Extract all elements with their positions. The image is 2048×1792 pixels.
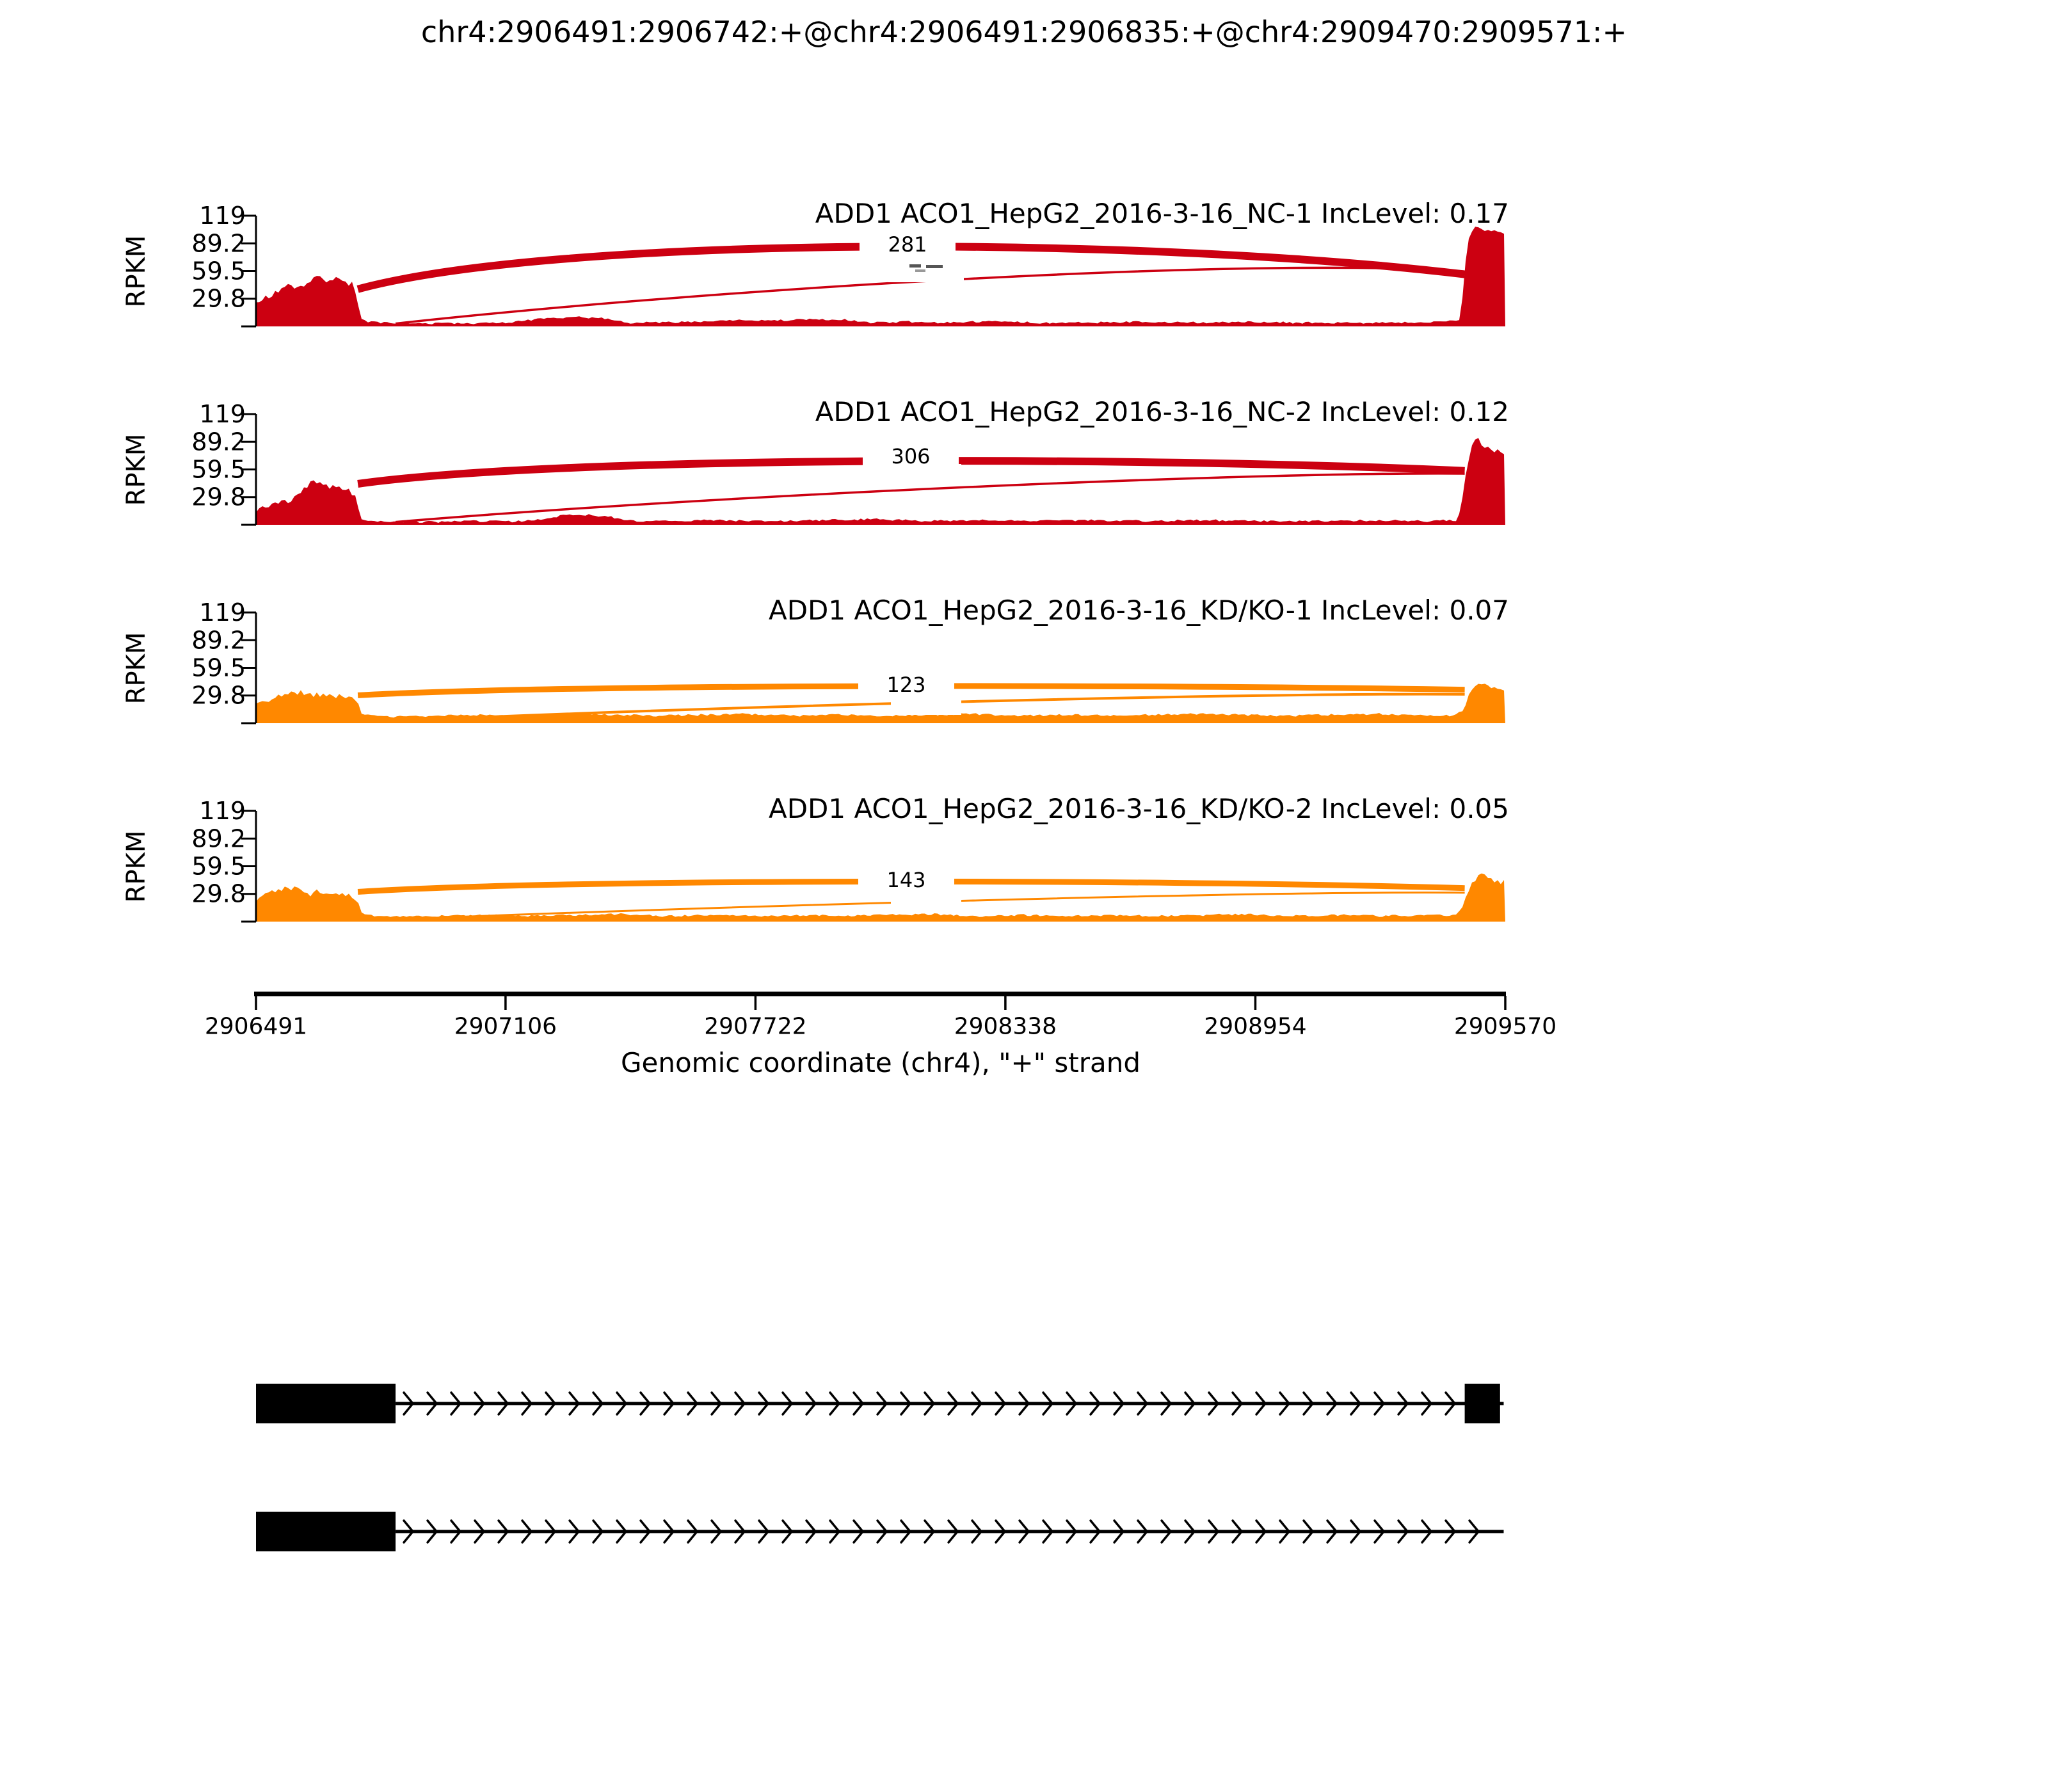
intron-strand-arrows bbox=[403, 1391, 1456, 1416]
x-axis: 2906491 2907106 2907722 2908338 2908954 … bbox=[205, 991, 1556, 1078]
y-tick-label: 29.8 bbox=[191, 682, 246, 710]
x-tick-label: 2907106 bbox=[454, 1014, 557, 1040]
junction-count-label: 123 bbox=[886, 673, 925, 697]
junction-label-bg bbox=[858, 865, 954, 895]
exon-box bbox=[256, 1512, 396, 1551]
junction-arc-skipping bbox=[357, 457, 1465, 488]
y-axis-title: RPKM bbox=[122, 434, 151, 506]
coverage-area bbox=[256, 684, 1505, 723]
figure-title: chr4:2906491:2906742:+@chr4:2906491:2906… bbox=[421, 15, 1627, 49]
y-tick-label: 29.8 bbox=[191, 285, 246, 313]
y-tick-label: 29.8 bbox=[191, 483, 246, 511]
x-axis-tick-marks bbox=[255, 996, 1507, 1010]
y-tick-label: 89.2 bbox=[191, 626, 246, 654]
sashimi-track-kdko-1: 123 119 89.2 59.5 29.8 RPKM ADD1 ACO1_He… bbox=[122, 595, 1509, 724]
sashimi-track-nc-1: 281 119 89.2 59.5 29.8 RPKM ADD1 ACO1_He… bbox=[122, 198, 1509, 328]
y-tick-label: 119 bbox=[199, 598, 246, 627]
exon-boxes bbox=[256, 1512, 396, 1551]
sashimi-track-nc-2: 306 119 89.2 59.5 29.8 RPKM ADD1 ACO1_He… bbox=[122, 396, 1509, 526]
x-tick-label: 2909570 bbox=[1454, 1014, 1556, 1040]
obscured-label-fragment bbox=[909, 264, 921, 268]
y-tick-label: 119 bbox=[199, 400, 246, 428]
y-axis-spine bbox=[241, 810, 257, 923]
x-axis-title: Genomic coordinate (chr4), "+" strand bbox=[621, 1047, 1140, 1078]
x-tick-label: 2907722 bbox=[704, 1014, 806, 1040]
junction-label-bg-2 bbox=[891, 693, 961, 715]
isoform-track-1 bbox=[256, 1384, 1504, 1423]
obscured-label-fragment bbox=[926, 265, 943, 268]
obscured-label-fragment bbox=[915, 269, 925, 272]
y-tick-label: 89.2 bbox=[191, 428, 246, 456]
y-tick-label: 59.5 bbox=[191, 654, 246, 682]
y-tick-label: 59.5 bbox=[191, 257, 246, 285]
junction-label-bg-2 bbox=[891, 890, 961, 912]
y-tick-label: 29.8 bbox=[191, 880, 246, 908]
x-tick-label: 2908954 bbox=[1204, 1014, 1306, 1040]
y-axis-title: RPKM bbox=[122, 831, 151, 903]
y-tick-label: 119 bbox=[199, 797, 246, 825]
junction-arc-inclusion bbox=[395, 266, 1465, 325]
intron-strand-arrows bbox=[403, 1519, 1480, 1544]
exon-box bbox=[1464, 1384, 1500, 1423]
isoform-track-2 bbox=[256, 1512, 1504, 1551]
y-tick-label: 119 bbox=[199, 202, 246, 230]
y-tick-label: 89.2 bbox=[191, 229, 246, 257]
track-title: ADD1 ACO1_HepG2_2016-3-16_KD/KO-2 IncLev… bbox=[769, 793, 1509, 824]
coverage-area bbox=[256, 873, 1505, 922]
junction-label-bg-2 bbox=[888, 257, 964, 282]
junction-count-label: 306 bbox=[891, 444, 930, 468]
junction-count-label: 281 bbox=[888, 232, 927, 257]
track-title: ADD1 ACO1_HepG2_2016-3-16_KD/KO-1 IncLev… bbox=[769, 595, 1509, 626]
y-tick-label: 59.5 bbox=[191, 456, 246, 484]
junction-arc-inclusion bbox=[396, 692, 1465, 723]
track-title: ADD1 ACO1_HepG2_2016-3-16_NC-2 IncLevel:… bbox=[815, 396, 1509, 428]
y-axis-spine bbox=[241, 611, 257, 724]
junction-arc-inclusion bbox=[395, 472, 1465, 524]
y-axis-title: RPKM bbox=[122, 632, 151, 705]
sashimi-track-kdko-2: 143 119 89.2 59.5 29.8 RPKM ADD1 ACO1_He… bbox=[122, 793, 1509, 923]
track-title: ADD1 ACO1_HepG2_2016-3-16_NC-1 IncLevel:… bbox=[815, 198, 1509, 229]
y-axis-title: RPKM bbox=[122, 236, 151, 308]
junction-arc-inclusion bbox=[396, 892, 1465, 920]
y-axis-spine bbox=[241, 413, 257, 526]
junction-label-bg-2 bbox=[891, 464, 961, 486]
x-tick-label: 2908338 bbox=[954, 1014, 1057, 1040]
y-tick-label: 89.2 bbox=[191, 824, 246, 852]
junction-count-label: 143 bbox=[886, 868, 925, 892]
y-axis-spine bbox=[241, 214, 257, 328]
junction-label-bg bbox=[860, 229, 956, 260]
exon-boxes bbox=[256, 1384, 1500, 1423]
y-tick-label: 59.5 bbox=[191, 852, 246, 881]
x-tick-label: 2906491 bbox=[205, 1014, 307, 1040]
exon-box bbox=[256, 1384, 396, 1423]
